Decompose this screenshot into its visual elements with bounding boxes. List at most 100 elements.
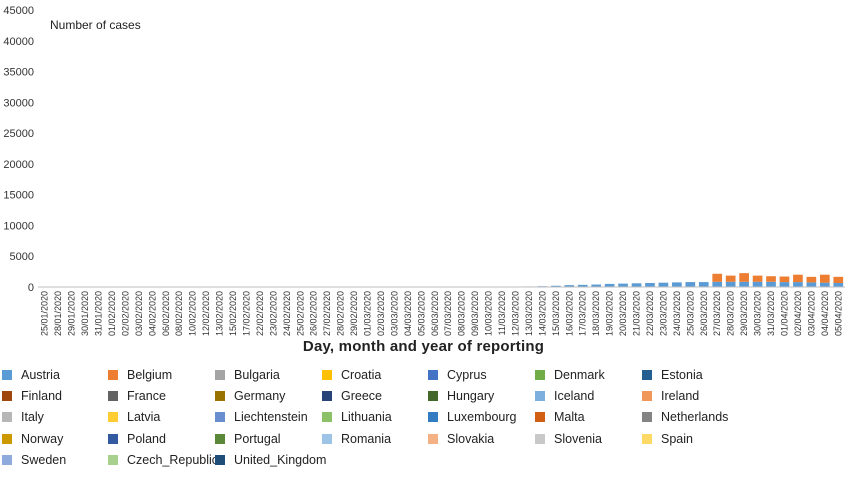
bar-segment-austria [577, 284, 588, 287]
x-tick-label: 04/02/2020 [147, 291, 157, 336]
x-tick-label: 24/03/2020 [672, 291, 682, 336]
x-axis-title: Day, month and year of reporting [302, 338, 545, 355]
legend-item-poland: Poland [108, 430, 166, 448]
bar-segment-austria [604, 283, 615, 287]
legend-label: Slovenia [554, 431, 602, 446]
legend-swatch [215, 391, 225, 402]
legend-item-france: France [108, 387, 166, 405]
x-tick-label: 01/04/2020 [779, 291, 789, 336]
x-tick-label: 27/02/2020 [322, 291, 332, 336]
x-tick-label: 12/02/2020 [201, 291, 211, 336]
x-tick-label: 24/02/2020 [282, 291, 292, 336]
legend-swatch [215, 412, 225, 423]
legend-swatch [2, 433, 12, 444]
bar-segment-austria [766, 281, 776, 287]
x-tick-label: 29/03/2020 [739, 291, 749, 336]
legend-label: Lithuania [341, 410, 392, 425]
y-tick-label: 15000 [3, 190, 34, 202]
x-tick-label: 25/03/2020 [685, 291, 695, 336]
legend-item-portugal: Portugal [215, 430, 281, 448]
bar-segment-austria [725, 281, 736, 287]
legend-swatch [2, 454, 12, 465]
bar-segment-belgium [766, 276, 776, 282]
legend-label: Slovakia [447, 431, 495, 446]
legend-swatch [108, 412, 118, 423]
legend-item-iceland: Iceland [535, 387, 594, 405]
legend-item-spain: Spain [642, 430, 693, 448]
legend-label: Malta [554, 410, 585, 425]
legend-label: United_Kingdom [234, 452, 327, 467]
x-tick-label: 21/03/2020 [632, 291, 642, 336]
legend-swatch [428, 370, 438, 380]
legend-item-estonia: Estonia [642, 366, 703, 384]
y-tick-label: 5000 [10, 251, 34, 263]
bar-segment-belgium [833, 276, 844, 283]
x-tick-label: 12/03/2020 [510, 291, 520, 336]
legend-item-finland: Finland [2, 387, 62, 405]
legend-label: Liechtenstein [234, 410, 308, 425]
y-tick-label: 20000 [3, 159, 34, 171]
x-tick-label: 16/03/2020 [564, 291, 574, 336]
y-tick-label: 30000 [3, 97, 34, 109]
legend-item-bulgaria: Bulgaria [215, 366, 280, 384]
bar-segment-belgium [806, 276, 817, 283]
y-tick-label: 25000 [3, 128, 34, 140]
legend-label: Croatia [341, 368, 382, 382]
x-tick-label: 27/03/2020 [712, 291, 722, 336]
y-tick-label: 45000 [3, 5, 34, 17]
x-tick-label: 15/03/2020 [551, 291, 561, 336]
legend-label: Netherlands [661, 410, 729, 425]
legend-swatch [642, 370, 652, 380]
bar-segment-belgium [793, 274, 803, 283]
legend-swatch [322, 370, 332, 380]
x-tick-label: 25/01/2020 [40, 291, 50, 336]
legend-swatch [108, 454, 118, 465]
bar-segment-austria [779, 282, 790, 287]
bar-segment-austria [739, 281, 749, 287]
legend-label: Italy [21, 410, 44, 425]
bar-segment-belgium [739, 273, 749, 282]
legend-label: Austria [21, 368, 60, 382]
legend-item-hungary: Hungary [428, 387, 494, 405]
bar-segment-austria [564, 285, 575, 287]
legend-swatch [535, 370, 545, 380]
x-tick-label: 08/02/2020 [174, 291, 184, 336]
legend-label: Romania [341, 431, 392, 446]
x-tick-label: 22/02/2020 [255, 291, 265, 336]
legend-item-malta: Malta [535, 408, 585, 426]
x-tick-label: 29/02/2020 [349, 291, 359, 336]
x-tick-label: 02/03/2020 [376, 291, 386, 336]
x-tick-label: 30/01/2020 [80, 291, 90, 336]
x-tick-label: 17/02/2020 [241, 291, 251, 336]
x-tick-label: 05/04/2020 [833, 291, 843, 336]
x-tick-label: 07/03/2020 [443, 291, 453, 336]
legend-swatch [428, 433, 438, 444]
legend-label: Cyprus [447, 368, 487, 382]
legend-swatch [108, 370, 118, 380]
bar-segment-austria [591, 284, 602, 287]
x-tick-label: 10/02/2020 [188, 291, 198, 336]
legend-swatch [642, 433, 652, 444]
legend-swatch [535, 412, 545, 423]
x-tick-label: 31/03/2020 [766, 291, 776, 336]
legend-swatch [215, 370, 225, 380]
legend-swatch [428, 391, 438, 402]
bar-segment-austria [645, 283, 655, 287]
legend-item-czech_republic: Czech_Republic [108, 451, 218, 469]
x-tick-label: 01/02/2020 [107, 291, 117, 336]
x-tick-label: 01/03/2020 [363, 291, 373, 336]
bar-segment-austria [806, 282, 817, 287]
chart-legend: Austria Belgium Bulgaria Croatia Cyprus Denma… [2, 366, 847, 474]
legend-label: Luxembourg [447, 410, 517, 425]
x-tick-label: 13/03/2020 [524, 291, 534, 336]
bar-segment-belgium [819, 274, 830, 283]
legend-label: Belgium [127, 368, 173, 382]
x-tick-label: 03/04/2020 [806, 291, 816, 336]
x-tick-label: 26/03/2020 [699, 291, 709, 336]
legend-label: France [127, 389, 166, 404]
legend-label: Latvia [127, 410, 161, 425]
legend-label: Portugal [234, 431, 281, 446]
x-tick-label: 22/03/2020 [645, 291, 655, 336]
x-tick-label: 08/03/2020 [457, 291, 467, 336]
legend-label: Norway [21, 431, 64, 446]
